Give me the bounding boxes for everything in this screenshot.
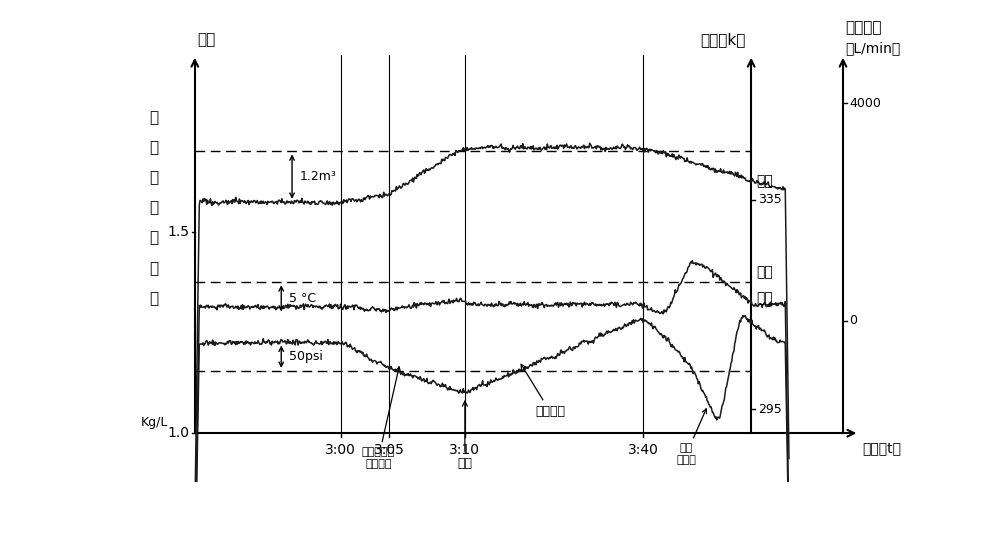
Text: 温度（k）: 温度（k） (700, 32, 746, 47)
Text: 3:05: 3:05 (374, 444, 405, 457)
Text: 钻: 钻 (150, 170, 159, 185)
Text: Kg/L: Kg/L (141, 416, 168, 429)
Text: 335: 335 (758, 193, 781, 207)
Text: 流量: 流量 (757, 174, 773, 189)
Text: 0: 0 (849, 314, 857, 327)
Text: 1.5: 1.5 (167, 225, 189, 239)
Text: 液: 液 (150, 231, 159, 246)
Text: 循环
出溢流: 循环 出溢流 (676, 409, 707, 465)
Text: 295: 295 (758, 402, 781, 416)
Text: 50psi: 50psi (289, 350, 323, 363)
Text: 时间（t）: 时间（t） (862, 441, 901, 455)
Text: 压力恢复: 压力恢复 (521, 364, 565, 418)
Text: 压力: 压力 (757, 292, 773, 305)
Text: 量: 量 (150, 140, 159, 155)
Text: 1.2m³: 1.2m³ (300, 170, 337, 183)
Text: 3:40: 3:40 (628, 444, 659, 457)
Text: 压力: 压力 (198, 32, 216, 47)
Text: 当量钻井液
密度降低: 当量钻井液 密度降低 (362, 367, 400, 469)
Text: （L/min）: （L/min） (846, 41, 901, 55)
Text: 出口流量: 出口流量 (846, 20, 882, 35)
Text: 3:10: 3:10 (449, 444, 480, 457)
Text: 4000: 4000 (849, 97, 881, 110)
Text: 5 °C: 5 °C (289, 292, 316, 305)
Text: 度: 度 (150, 291, 159, 306)
Text: 3:00: 3:00 (325, 444, 356, 457)
Text: 温度: 温度 (757, 265, 773, 279)
Text: 1.0: 1.0 (167, 426, 189, 440)
Text: 密: 密 (150, 261, 159, 276)
Text: 井: 井 (150, 200, 159, 215)
Text: 关井: 关井 (457, 401, 472, 470)
Text: 当: 当 (150, 110, 159, 125)
